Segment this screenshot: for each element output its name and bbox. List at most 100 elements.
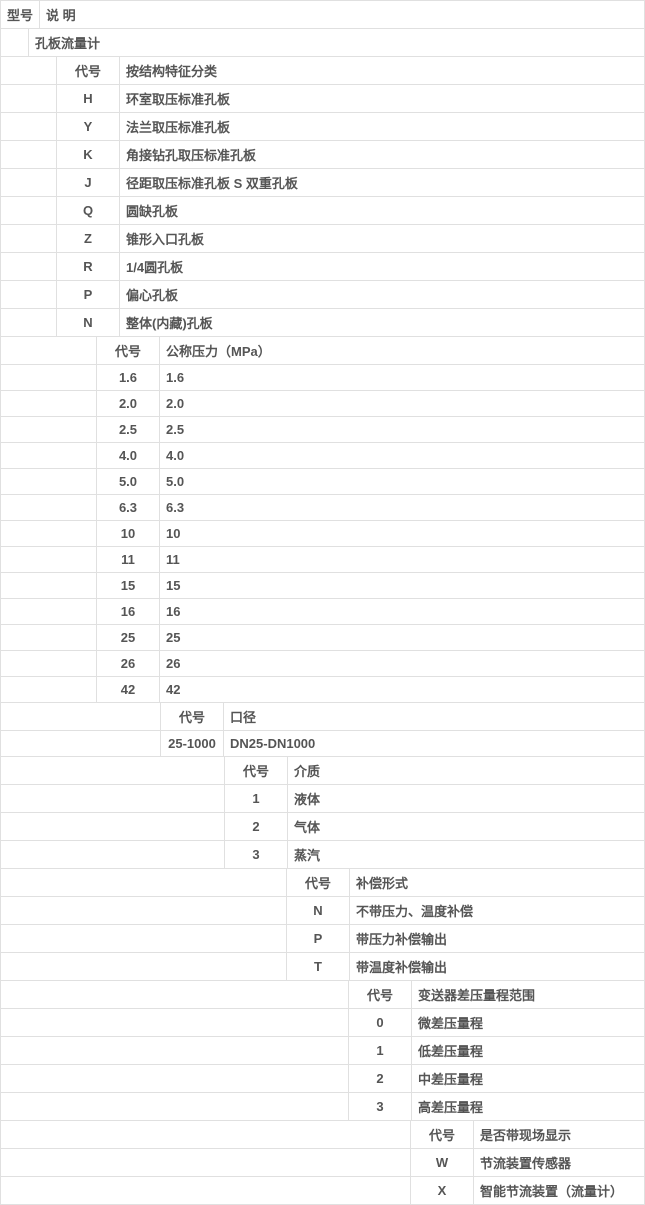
table-row: 1111 bbox=[0, 547, 645, 573]
table-row: 2626 bbox=[0, 651, 645, 677]
title-row: 孔板流量计 bbox=[0, 29, 645, 57]
spec-table: 型号 说 明 孔板流量计 代号 按结构特征分类 H环室取压标准孔板 Y法兰取压标… bbox=[0, 0, 645, 1205]
table-row: P偏心孔板 bbox=[0, 281, 645, 309]
table-row: K角接钻孔取压标准孔板 bbox=[0, 141, 645, 169]
code-cell: 25 bbox=[96, 625, 160, 650]
section6-header: 代号 变送器差压量程范围 bbox=[0, 981, 645, 1009]
desc-cell: 42 bbox=[160, 677, 645, 702]
code-cell: 0 bbox=[348, 1009, 412, 1036]
desc-cell: 节流装置传感器 bbox=[474, 1149, 645, 1176]
code-cell: W bbox=[410, 1149, 474, 1176]
desc-cell: 5.0 bbox=[160, 469, 645, 494]
table-row: 1616 bbox=[0, 599, 645, 625]
section5-header: 代号 补偿形式 bbox=[0, 869, 645, 897]
table-row: Q圆缺孔板 bbox=[0, 197, 645, 225]
header-row: 型号 说 明 bbox=[0, 0, 645, 29]
header-desc: 说 明 bbox=[40, 1, 645, 28]
code-cell: N bbox=[286, 897, 350, 924]
desc-cell: 低差压量程 bbox=[412, 1037, 645, 1064]
code-cell: 11 bbox=[96, 547, 160, 572]
desc-cell: 偏心孔板 bbox=[120, 281, 645, 308]
s5-code-label: 代号 bbox=[286, 869, 350, 896]
desc-cell: 带温度补偿输出 bbox=[350, 953, 645, 980]
code-cell: K bbox=[56, 141, 120, 168]
code-cell: 1 bbox=[224, 785, 288, 812]
code-cell: X bbox=[410, 1177, 474, 1204]
code-cell: P bbox=[56, 281, 120, 308]
code-cell: 26 bbox=[96, 651, 160, 676]
code-cell: 4.0 bbox=[96, 443, 160, 468]
desc-cell: 1/4圆孔板 bbox=[120, 253, 645, 280]
code-cell: 3 bbox=[348, 1093, 412, 1120]
table-row: 25-1000DN25-DN1000 bbox=[0, 731, 645, 757]
s3-desc-label: 口径 bbox=[224, 703, 645, 730]
code-cell: T bbox=[286, 953, 350, 980]
code-cell: Y bbox=[56, 113, 120, 140]
desc-cell: 1.6 bbox=[160, 365, 645, 390]
table-row: Y法兰取压标准孔板 bbox=[0, 113, 645, 141]
code-cell: 6.3 bbox=[96, 495, 160, 520]
table-row: 1010 bbox=[0, 521, 645, 547]
header-model: 型号 bbox=[0, 1, 40, 28]
table-row: J径距取压标准孔板 S 双重孔板 bbox=[0, 169, 645, 197]
s4-desc-label: 介质 bbox=[288, 757, 645, 784]
s1-desc-label: 按结构特征分类 bbox=[120, 57, 645, 84]
section3-header: 代号 口径 bbox=[0, 703, 645, 731]
desc-cell: 气体 bbox=[288, 813, 645, 840]
table-row: 6.36.3 bbox=[0, 495, 645, 521]
table-row: 4242 bbox=[0, 677, 645, 703]
desc-cell: 不带压力、温度补偿 bbox=[350, 897, 645, 924]
table-row: 1液体 bbox=[0, 785, 645, 813]
code-cell: R bbox=[56, 253, 120, 280]
table-row: 2气体 bbox=[0, 813, 645, 841]
code-cell: 2 bbox=[224, 813, 288, 840]
table-row: N整体(内藏)孔板 bbox=[0, 309, 645, 337]
desc-cell: 法兰取压标准孔板 bbox=[120, 113, 645, 140]
table-row: X智能节流装置（流量计） bbox=[0, 1177, 645, 1205]
table-row: 3蒸汽 bbox=[0, 841, 645, 869]
table-row: T带温度补偿输出 bbox=[0, 953, 645, 981]
s6-desc-label: 变送器差压量程范围 bbox=[412, 981, 645, 1008]
table-row: 2.52.5 bbox=[0, 417, 645, 443]
desc-cell: 圆缺孔板 bbox=[120, 197, 645, 224]
s7-code-label: 代号 bbox=[410, 1121, 474, 1148]
code-cell: 2 bbox=[348, 1065, 412, 1092]
code-cell: Z bbox=[56, 225, 120, 252]
table-row: W节流装置传感器 bbox=[0, 1149, 645, 1177]
desc-cell: 26 bbox=[160, 651, 645, 676]
table-row: 2中差压量程 bbox=[0, 1065, 645, 1093]
desc-cell: 高差压量程 bbox=[412, 1093, 645, 1120]
section4-header: 代号 介质 bbox=[0, 757, 645, 785]
table-row: R1/4圆孔板 bbox=[0, 253, 645, 281]
code-cell: 10 bbox=[96, 521, 160, 546]
code-cell: 5.0 bbox=[96, 469, 160, 494]
desc-cell: 2.0 bbox=[160, 391, 645, 416]
table-row: Z锥形入口孔板 bbox=[0, 225, 645, 253]
code-cell: 42 bbox=[96, 677, 160, 702]
desc-cell: 径距取压标准孔板 S 双重孔板 bbox=[120, 169, 645, 196]
desc-cell: 液体 bbox=[288, 785, 645, 812]
s3-code-label: 代号 bbox=[160, 703, 224, 730]
section7-header: 代号 是否带现场显示 bbox=[0, 1121, 645, 1149]
code-cell: J bbox=[56, 169, 120, 196]
desc-cell: 角接钻孔取压标准孔板 bbox=[120, 141, 645, 168]
code-cell: H bbox=[56, 85, 120, 112]
s2-code-label: 代号 bbox=[96, 337, 160, 364]
desc-cell: 带压力补偿输出 bbox=[350, 925, 645, 952]
table-row: H环室取压标准孔板 bbox=[0, 85, 645, 113]
table-row: 1低差压量程 bbox=[0, 1037, 645, 1065]
code-cell: N bbox=[56, 309, 120, 336]
code-cell: 25-1000 bbox=[160, 731, 224, 756]
table-row: 2525 bbox=[0, 625, 645, 651]
table-row: 5.05.0 bbox=[0, 469, 645, 495]
code-cell: 1 bbox=[348, 1037, 412, 1064]
desc-cell: 环室取压标准孔板 bbox=[120, 85, 645, 112]
desc-cell: 中差压量程 bbox=[412, 1065, 645, 1092]
s5-desc-label: 补偿形式 bbox=[350, 869, 645, 896]
code-cell: 2.5 bbox=[96, 417, 160, 442]
s4-code-label: 代号 bbox=[224, 757, 288, 784]
desc-cell: 15 bbox=[160, 573, 645, 598]
desc-cell: 锥形入口孔板 bbox=[120, 225, 645, 252]
table-row: N不带压力、温度补偿 bbox=[0, 897, 645, 925]
desc-cell: 25 bbox=[160, 625, 645, 650]
